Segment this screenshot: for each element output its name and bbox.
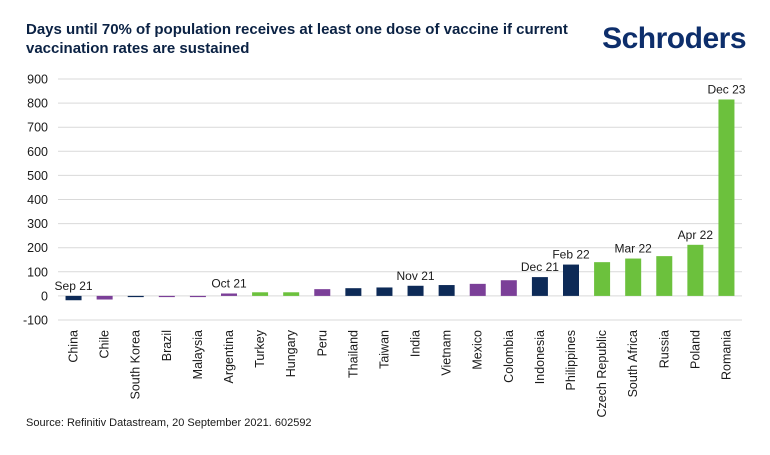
bar-czech-republic (594, 262, 611, 296)
bar-south-korea (127, 295, 144, 298)
x-tick-label: Argentina (222, 330, 236, 384)
y-tick-label: 300 (27, 217, 48, 231)
y-tick-label: 900 (27, 73, 48, 87)
gridlines (58, 78, 742, 321)
annotation-label: Apr 22 (678, 228, 714, 242)
x-tick-label: Taiwan (377, 330, 391, 369)
bar-india (407, 285, 424, 296)
bar-china (65, 295, 82, 301)
x-tick-label: Turkey (253, 329, 267, 367)
x-tick-label: South Korea (129, 330, 143, 400)
bar-brazil (158, 295, 175, 298)
bar-mexico (469, 283, 486, 296)
x-tick-label: Romania (719, 330, 733, 380)
x-tick-label: Colombia (502, 330, 516, 383)
bar-malaysia (189, 295, 206, 298)
bar-indonesia (531, 277, 548, 296)
annotation-label: Oct 21 (211, 276, 247, 290)
bar-romania (718, 99, 735, 296)
y-axis-ticks: -100 0 100 200 300 400 500 600 700 800 900 (23, 73, 48, 328)
bar-russia (656, 256, 673, 296)
y-tick-label: 400 (27, 193, 48, 207)
bar-turkey (252, 292, 269, 296)
bar-philippines (563, 264, 579, 296)
source-note: Source: Refinitiv Datastream, 20 Septemb… (26, 417, 312, 429)
x-tick-label: Indonesia (533, 330, 547, 384)
bar-peru (314, 289, 331, 296)
x-tick-label: Philippines (564, 330, 578, 390)
annotation-label: Feb 22 (552, 248, 590, 262)
bar-south-africa (625, 258, 642, 296)
annotation-label: Dec 23 (707, 82, 745, 96)
chart-title: Days until 70% of population receives at… (26, 21, 568, 57)
y-tick-label: 500 (27, 169, 48, 183)
x-tick-label: Chile (98, 330, 112, 359)
x-tick-label: Vietnam (440, 330, 454, 376)
x-tick-label: Thailand (346, 330, 360, 378)
bar-colombia (500, 280, 517, 296)
bars (65, 99, 735, 301)
x-tick-label: Malaysia (191, 330, 205, 379)
annotation-label: Sep 21 (55, 279, 93, 293)
x-tick-label: Hungary (284, 329, 298, 377)
y-tick-label: 0 (41, 289, 48, 303)
y-tick-label: 200 (27, 241, 48, 255)
bar-chile (96, 295, 113, 300)
annotation-label: Nov 21 (397, 269, 435, 283)
bar-poland (687, 244, 704, 296)
y-tick-label: 100 (27, 265, 48, 279)
x-tick-label: Peru (315, 330, 329, 356)
bar-argentina (221, 293, 237, 296)
x-axis-categories: China Chile South Korea Brazil Malaysia Argen… (67, 329, 734, 417)
x-tick-label: Brazil (160, 330, 174, 361)
y-tick-label: 800 (27, 97, 48, 111)
x-tick-label: Mexico (471, 330, 485, 370)
annotation-label: Dec 21 (521, 260, 559, 274)
x-tick-label: Poland (688, 330, 702, 369)
x-tick-label: South Africa (626, 330, 640, 397)
y-tick-label: -100 (23, 314, 48, 328)
x-tick-label: Russia (657, 330, 671, 368)
x-tick-label: Czech Republic (595, 330, 609, 418)
bar-vietnam (438, 285, 455, 296)
y-tick-label: 600 (27, 145, 48, 159)
bar-hungary (283, 292, 300, 296)
bar-thailand (345, 288, 362, 296)
schroders-logo: Schroders (602, 22, 746, 55)
x-tick-label: China (67, 330, 81, 363)
annotation-label: Mar 22 (615, 242, 653, 256)
bar-taiwan (376, 287, 393, 296)
y-tick-label: 700 (27, 121, 48, 135)
x-tick-label: India (409, 330, 423, 357)
